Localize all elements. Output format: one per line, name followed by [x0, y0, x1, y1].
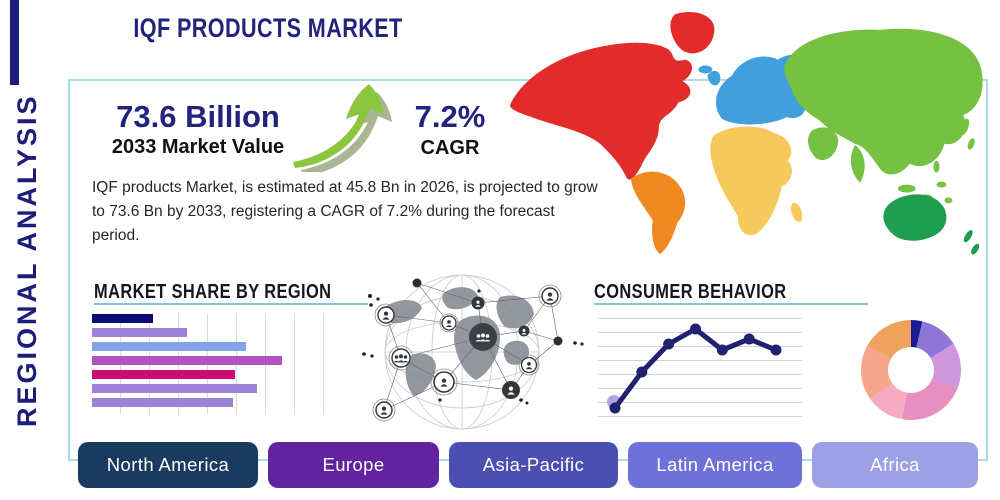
bar-segment-4 [92, 356, 282, 365]
region-button-europe[interactable]: Europe [268, 442, 439, 488]
line-point-1 [609, 402, 621, 414]
regional-share-donut-chart [861, 320, 961, 420]
region-button-north-america[interactable]: North America [78, 442, 258, 488]
market-value-caption: 2033 Market Value [111, 136, 285, 158]
market-share-bar-chart [92, 314, 340, 414]
market-share-underline [94, 303, 368, 305]
consumer-behavior-underline [594, 303, 868, 305]
line-point-6 [743, 333, 755, 345]
bar-segment-6 [92, 384, 258, 393]
line-point-3 [663, 338, 675, 350]
region-button-africa[interactable]: Africa [812, 442, 978, 488]
corner-accent-bar [10, 0, 19, 85]
market-description: IQF products Market, is estimated at 45.… [92, 179, 598, 244]
consumer-behavior-section-title: CONSUMER BEHAVIOR [594, 281, 787, 303]
cagr-stat: 7.2% [414, 99, 486, 134]
bar-segment-2 [92, 328, 187, 337]
bar-segment-1 [92, 314, 153, 323]
market-share-section-title: MARKET SHARE BY REGION [94, 281, 332, 303]
page-title: IQF PRODUCTS MARKET [133, 13, 403, 43]
line-point-7 [770, 344, 782, 356]
bar-segment-5 [92, 370, 235, 379]
line-point-4 [689, 323, 701, 335]
region-button-latin-america[interactable]: Latin America [628, 442, 802, 488]
line-point-5 [716, 344, 728, 356]
region-button-asia-pacific[interactable]: Asia-Pacific [449, 442, 618, 488]
bar-segment-7 [92, 398, 233, 407]
side-vertical-label: REGIONAL ANALYSIS [12, 93, 42, 428]
bar-segment-3 [92, 342, 246, 351]
consumer-behavior-line-chart [598, 314, 802, 420]
market-value-stat: 73.6 Billion [116, 99, 280, 134]
world-map [509, 11, 983, 255]
globe-network-graphic [362, 274, 584, 430]
cagr-caption: CAGR [420, 137, 480, 159]
line-point-2 [636, 366, 648, 378]
region-button-row: North America Europe Asia-Pacific Latin Ame… [78, 442, 978, 488]
growth-arrow-icon [293, 84, 392, 172]
